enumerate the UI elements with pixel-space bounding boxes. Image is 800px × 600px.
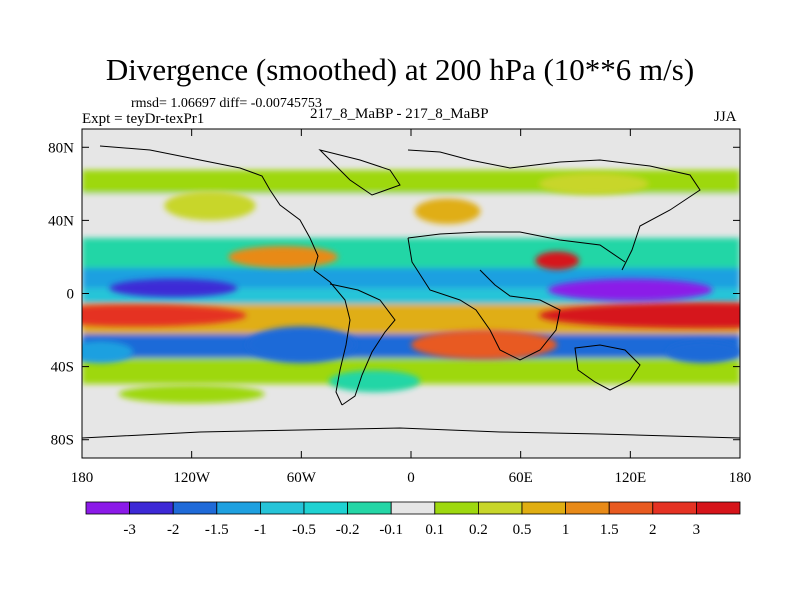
- chart-title: Divergence (smoothed) at 200 hPa (10**6 …: [105, 52, 695, 87]
- colorbar-label-4: -0.5: [292, 522, 316, 538]
- x-tick-label-5: 120E: [614, 470, 646, 486]
- colorbar-label-2: -1.5: [205, 522, 229, 538]
- anomaly-blob-2: [411, 330, 558, 360]
- season-label: JJA: [714, 109, 737, 125]
- anomaly-blob-7: [666, 341, 740, 363]
- anomaly-blob-1: [82, 304, 247, 327]
- anomaly-blob-14: [118, 384, 265, 404]
- anomaly-blob-10: [414, 198, 481, 225]
- colorbar-box-5: [303, 501, 348, 515]
- x-tick-label-1: 120W: [173, 470, 211, 486]
- y-tick-label-1: 40N: [48, 213, 74, 229]
- rmsd-diff-label: rmsd= 1.06697 diff= -0.00745753: [131, 96, 322, 111]
- experiment-label: Expt = teyDr-texPr1: [82, 111, 205, 127]
- y-tick-label-0: 80N: [48, 140, 74, 156]
- x-tick-label-6: 180: [729, 470, 752, 486]
- colorbar-box-1: [129, 501, 174, 515]
- colorbar-label-3: -1: [254, 522, 267, 538]
- colorbar-label-12: 2: [649, 522, 657, 538]
- y-axis: 80N 40N 0 40S 80S: [48, 140, 740, 449]
- x-tick-label-3: 0: [407, 470, 415, 486]
- colorbar-box-14: [696, 501, 741, 515]
- anomaly-blob-12: [538, 172, 649, 195]
- colorbar-label-7: 0.1: [425, 522, 444, 538]
- anomaly-blob-4: [548, 278, 713, 301]
- colorbar-label-6: -0.1: [379, 522, 403, 538]
- x-axis: 180 120W 60W 0 60E 120E 180: [71, 129, 752, 486]
- x-tick-label-0: 180: [71, 470, 94, 486]
- colorbar-box-0: [85, 501, 130, 515]
- colorbar-label-13: 3: [693, 522, 701, 538]
- colorbar-box-10: [521, 501, 566, 515]
- colorbar-box-8: [434, 501, 479, 515]
- anomaly-blob-3: [535, 251, 580, 270]
- colorbar-label-5: -0.2: [336, 522, 360, 538]
- y-tick-label-2: 0: [67, 287, 75, 303]
- run-comparison-label: 217_8_MaBP - 217_8_MaBP: [310, 106, 489, 122]
- anomaly-blob-0: [538, 302, 740, 329]
- colorbar-box-4: [259, 501, 305, 515]
- coastline-outlines: [82, 145, 740, 439]
- colorbar-label-8: 0.2: [469, 522, 488, 538]
- colorbar-label-11: 1.5: [600, 522, 619, 538]
- anomaly-blob-9: [228, 245, 338, 268]
- anomaly-blob-13: [328, 370, 421, 393]
- x-tick-label-2: 60W: [287, 470, 317, 486]
- anomaly-blob-8: [82, 341, 134, 363]
- colorbar-box-6: [347, 501, 392, 515]
- anomaly-blob-11: [164, 191, 256, 221]
- colorbar-box-7: [390, 501, 436, 515]
- colorbar-box-2: [172, 501, 218, 515]
- colorbar-label-1: -2: [167, 522, 180, 538]
- anomaly-blob-6: [246, 326, 357, 363]
- y-tick-label-3: 40S: [51, 360, 74, 376]
- divergence-anomaly-layer: [82, 172, 740, 404]
- y-tick-label-4: 80S: [51, 433, 74, 449]
- colorbar-box-3: [216, 501, 261, 515]
- anomaly-blob-5: [109, 278, 238, 298]
- colorbar-box-12: [608, 501, 654, 515]
- colorbar-label-10: 1: [562, 522, 570, 538]
- colorbar-box-13: [652, 501, 697, 515]
- colorbar-box-9: [477, 501, 523, 515]
- colorbar-box-11: [565, 501, 610, 515]
- colorbar: -3 -2 -1.5 -1 -0.5 -0.2 -0.1 0.1 0.2 0.5 1 1.5 2 3: [85, 501, 741, 538]
- colorbar-label-9: 0.5: [513, 522, 532, 538]
- colorbar-label-0: -3: [123, 522, 136, 538]
- x-tick-label-4: 60E: [509, 470, 533, 486]
